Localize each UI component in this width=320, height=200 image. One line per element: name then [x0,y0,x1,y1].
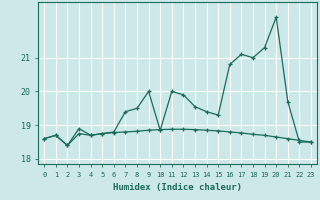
X-axis label: Humidex (Indice chaleur): Humidex (Indice chaleur) [113,183,242,192]
